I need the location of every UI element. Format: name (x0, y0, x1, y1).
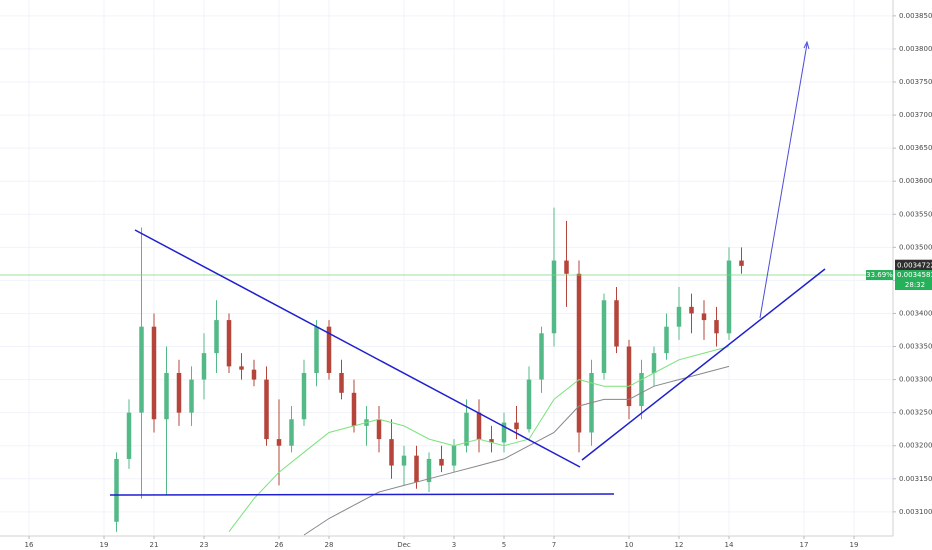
candle-body (451, 445, 457, 466)
candle-body (314, 326, 319, 373)
y-tick-label: 0.00355000 (899, 210, 932, 218)
x-tick-label: Dec (397, 541, 411, 549)
candle-body (639, 372, 644, 407)
axis-labels: 0.00310000 0.00315000 0.00320000 0.00325000… (25, 12, 932, 549)
candle-body (251, 369, 257, 380)
candle-body (601, 300, 607, 373)
price-badge (895, 270, 932, 291)
trend-line (581, 268, 826, 461)
candle-body (264, 379, 269, 440)
candle-body (676, 306, 682, 327)
x-tick-label: 5 (502, 541, 506, 549)
candle-body (239, 366, 244, 370)
candle-body (114, 458, 119, 522)
candle-body (439, 458, 444, 466)
candle-body (326, 326, 332, 373)
candle-body (401, 455, 407, 466)
x-tick-label: 3 (452, 541, 456, 549)
x-tick-label: 28 (325, 541, 334, 549)
moving-average (228, 346, 730, 533)
candle-body (476, 412, 482, 440)
x-tick-label: 23 (200, 541, 209, 549)
candle-body (139, 326, 144, 413)
candle-body (301, 372, 307, 420)
candle-body (626, 346, 632, 407)
candle-body (576, 273, 582, 433)
x-tick-label: 17 (800, 541, 809, 549)
candle-body (126, 412, 132, 459)
candle-body (514, 422, 519, 430)
candle-body (501, 422, 507, 443)
last-price-label: 0.00347221 (897, 262, 932, 270)
candle-body (226, 320, 232, 367)
y-tick-label: 0.00360000 (899, 177, 932, 185)
y-tick-label: 0.00350000 (899, 243, 932, 251)
candle-body (289, 419, 294, 446)
y-tick-label: 0.00315000 (899, 475, 932, 483)
candle-body (414, 455, 419, 483)
support-line (109, 493, 615, 496)
y-tick-label: 0.00340000 (899, 309, 932, 317)
x-tick-label: 16 (25, 541, 34, 549)
candle-body (614, 300, 619, 347)
candle-body (389, 439, 394, 466)
candle-body (276, 439, 282, 446)
candle-body (201, 353, 207, 380)
candle-body (151, 326, 157, 420)
y-tick-label: 0.00375000 (899, 78, 932, 86)
x-tick-label: 19 (850, 541, 859, 549)
candle-body (526, 379, 532, 430)
candle-body (689, 306, 694, 314)
candle-body (176, 372, 182, 413)
y-tick-label: 0.00310000 (899, 508, 932, 516)
arrow (759, 43, 808, 319)
candle-body (701, 313, 707, 321)
candle-body (376, 419, 382, 440)
candle-body (426, 458, 432, 483)
grid (0, 0, 893, 535)
candle-body (651, 353, 657, 373)
candle-body (164, 372, 169, 420)
candle-body (489, 439, 494, 443)
candle-body (714, 320, 719, 334)
y-tick-label: 0.00370000 (899, 111, 932, 119)
y-tick-label: 0.00330000 (899, 376, 932, 384)
x-tick-label: 12 (675, 541, 684, 549)
candle-body (339, 372, 344, 393)
candle-body (564, 260, 569, 274)
candle-body (189, 379, 194, 413)
x-tick-label: 26 (275, 541, 284, 549)
change-badge (866, 270, 893, 281)
candle-body (464, 412, 469, 446)
x-tick-label: 10 (625, 541, 634, 549)
y-tick-label: 0.00365000 (899, 144, 932, 152)
y-tick-label: 0.00335000 (899, 343, 932, 351)
x-tick-label: 7 (552, 541, 556, 549)
candle-body (214, 320, 219, 354)
candle-body (739, 260, 744, 266)
trend-line (134, 229, 581, 468)
arrow-head (803, 40, 810, 50)
drawings (109, 40, 826, 496)
candle-body (351, 392, 357, 426)
change-label: 33.69% (866, 271, 893, 279)
y-tick-label: 0.00325000 (899, 409, 932, 417)
candle-body (551, 260, 557, 334)
x-tick-label: 21 (150, 541, 159, 549)
y-tick-label: 0.00385000 (899, 12, 932, 20)
price-label: 0.00345811 (897, 271, 932, 279)
last-price-badge (895, 259, 932, 271)
candle-body (664, 326, 669, 354)
x-tick-label: 19 (100, 541, 109, 549)
candle-body (726, 260, 732, 334)
countdown-label: 28:32 (905, 281, 925, 289)
candle-body (539, 333, 544, 380)
y-tick-label: 0.00380000 (899, 45, 932, 53)
x-tick-label: 14 (725, 541, 734, 549)
y-tick-label: 0.00320000 (899, 442, 932, 450)
